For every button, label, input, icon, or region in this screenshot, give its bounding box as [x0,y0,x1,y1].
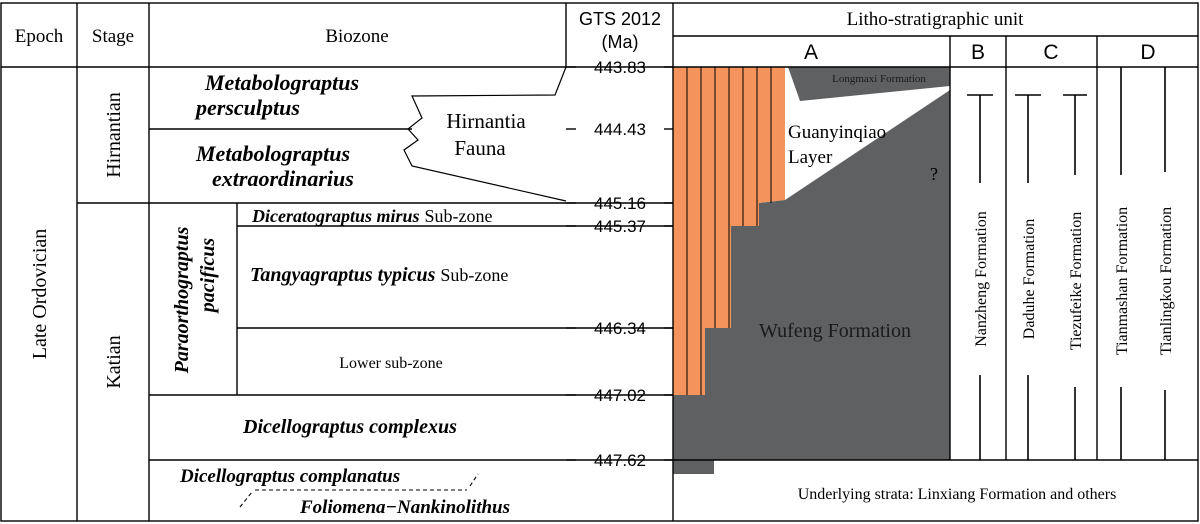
header-epoch: Epoch [15,26,64,47]
label-guanyinqiao-line1: Guanyinqiao [788,122,886,143]
hirnantia-fauna-line2: Fauna [454,136,506,160]
header-gts: GTS 2012 [579,9,661,29]
label-wufeng-formation: Wufeng Formation [759,320,911,342]
age-label: 445.37 [594,217,646,236]
zone-foliomena-nankinolithus: Foliomena−Nankinolithus [299,497,510,518]
header-column-d: D [1140,41,1155,64]
age-label: 443.83 [594,58,646,77]
header-column-c: C [1043,41,1058,64]
label-underlying-strata: Underlying strata: Linxiang Formation an… [798,486,1117,503]
label-guanyinqiao-line2: Layer [788,147,833,168]
formation-label-backgrounds [970,172,1175,390]
complanatus-dashed-lines [239,473,479,508]
label-question-mark: ? [930,164,938,184]
longmaxi-formation-fill [788,67,950,101]
zone-pacificus-species: pacificus [197,238,219,315]
orange-stripe-dividers [686,67,772,395]
age-label: 447.62 [594,451,646,470]
age-label: 447.02 [594,386,646,405]
zone-complexus: Dicellograptus complexus [242,416,457,438]
zone-extraordinarius-species: extraordinarius [212,166,354,191]
hirnantia-fauna-bracket [403,66,567,202]
hirnantia-fauna-line1: Hirnantia [446,109,526,133]
header-gts-unit: (Ma) [602,32,639,52]
label-daduhe-formation: Daduhe Formation [1021,219,1038,339]
header-litho: Litho-stratigraphic unit [847,9,1024,30]
age-label: 446.34 [594,319,646,338]
subzone-lower: Lower sub-zone [339,355,443,372]
zone-complanatus: Dicellograptus complanatus [179,466,400,487]
zone-persculptus-species: persculptus [194,95,300,120]
header-column-a: A [804,41,818,64]
subzone-mirus: Diceratograptus mirus Sub-zone [251,206,493,226]
stage-katian: Katian [103,335,125,388]
label-longmaxi-formation: Longmaxi Formation [832,73,926,85]
zone-persculptus-genus: Metabolograptus [204,70,359,95]
age-label: 444.43 [594,120,646,139]
label-tianmashan-formation: Tianmashan Formation [1114,207,1131,355]
label-nanzheng-formation: Nanzheng Formation [973,211,990,347]
age-label: 445.16 [594,194,646,213]
wufeng-formation-fill [673,90,950,474]
label-tiezufeike-formation: Tiezufeike Formation [1068,212,1085,351]
header-biozone: Biozone [325,26,388,47]
zone-extraordinarius-genus: Metabolograptus [195,141,350,166]
stage-hirnantian: Hirnantian [103,92,125,178]
label-tianlingkou-formation: Tianlingkou Formation [1158,207,1175,355]
age-ticks [566,66,673,461]
header-stage: Stage [92,26,134,47]
epoch-late-ordovician: Late Ordovician [29,229,51,360]
zone-pacificus-genus: Paraorthograptus [171,226,193,374]
subzone-typicus: Tangyagraptus typicus Sub-zone [250,264,508,286]
header-column-b: B [971,41,985,64]
